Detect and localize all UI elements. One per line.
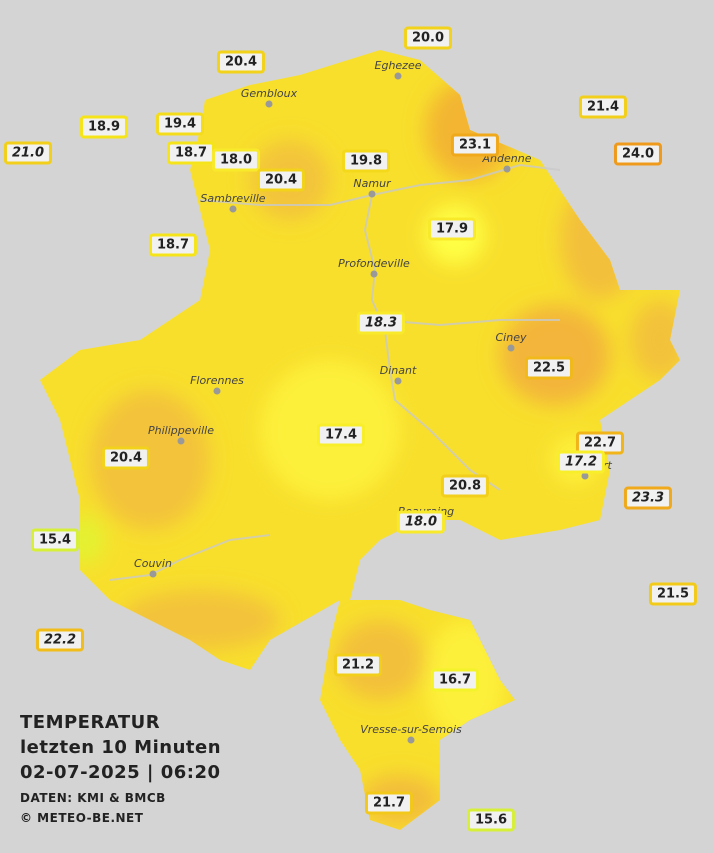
station-value: 22.5 <box>524 356 574 380</box>
city-dot <box>265 100 273 108</box>
station-value: 21.2 <box>333 653 383 677</box>
copyright: © METEO-BE.NET <box>20 811 144 825</box>
city-label: Dinant <box>379 364 417 377</box>
city-label: Philippeville <box>148 424 214 437</box>
station-value: 18.9 <box>79 115 129 139</box>
city-dot <box>394 377 402 385</box>
city-label: Eghezee <box>374 59 422 72</box>
city-label: Vresse-sur-Semois <box>360 723 462 736</box>
station-value: 16.7 <box>430 668 480 692</box>
city-dot <box>581 472 589 480</box>
city-label: Profondeville <box>338 257 410 270</box>
station-value: 20.0 <box>403 26 453 50</box>
city-dot <box>213 387 221 395</box>
city-dot <box>149 570 157 578</box>
title: TEMPERATUR <box>20 712 161 733</box>
station-value: 19.8 <box>341 149 391 173</box>
station-value: 18.7 <box>166 141 216 165</box>
station-value: 21.5 <box>648 582 698 606</box>
station-value: 23.1 <box>450 133 500 157</box>
station-value: 15.4 <box>30 528 80 552</box>
station-value: 23.3 <box>623 486 673 510</box>
city-label: Namur <box>353 177 391 190</box>
timestamp: 02-07-2025 | 06:20 <box>20 762 221 783</box>
station-value: 18.0 <box>211 148 261 172</box>
station-value: 17.4 <box>316 423 366 447</box>
station-value: 22.2 <box>35 628 85 652</box>
city-label: Couvin <box>134 557 172 570</box>
source: DATEN: KMI & BMCB <box>20 791 166 805</box>
station-value: 21.7 <box>364 791 414 815</box>
city-dot <box>370 270 378 278</box>
city-label: Gembloux <box>240 87 298 100</box>
station-value: 18.7 <box>148 233 198 257</box>
station-value: 20.8 <box>440 474 490 498</box>
city-dot <box>368 190 376 198</box>
station-value: 21.0 <box>3 141 53 165</box>
station-value: 18.3 <box>356 311 406 335</box>
city-dot <box>177 437 185 445</box>
station-value: 17.2 <box>556 450 606 474</box>
station-value: 15.6 <box>466 808 516 832</box>
city-dot <box>407 736 415 744</box>
station-value: 24.0 <box>613 142 663 166</box>
station-value: 20.4 <box>216 50 266 74</box>
rivers <box>109 163 561 581</box>
city-dot <box>229 205 237 213</box>
city-dot <box>503 165 511 173</box>
city-dot <box>394 72 402 80</box>
city-dot <box>507 344 515 352</box>
station-value: 20.4 <box>101 446 151 470</box>
subtitle: letzten 10 Minuten <box>20 737 222 758</box>
station-value: 18.0 <box>396 510 446 534</box>
station-value: 17.9 <box>427 217 477 241</box>
city-label: Ciney <box>495 331 527 344</box>
station-value: 21.4 <box>578 95 628 119</box>
station-value: 19.4 <box>155 112 205 136</box>
city-label: Sambreville <box>200 192 266 205</box>
station-value: 20.4 <box>256 168 306 192</box>
city-label: Florennes <box>190 374 244 387</box>
